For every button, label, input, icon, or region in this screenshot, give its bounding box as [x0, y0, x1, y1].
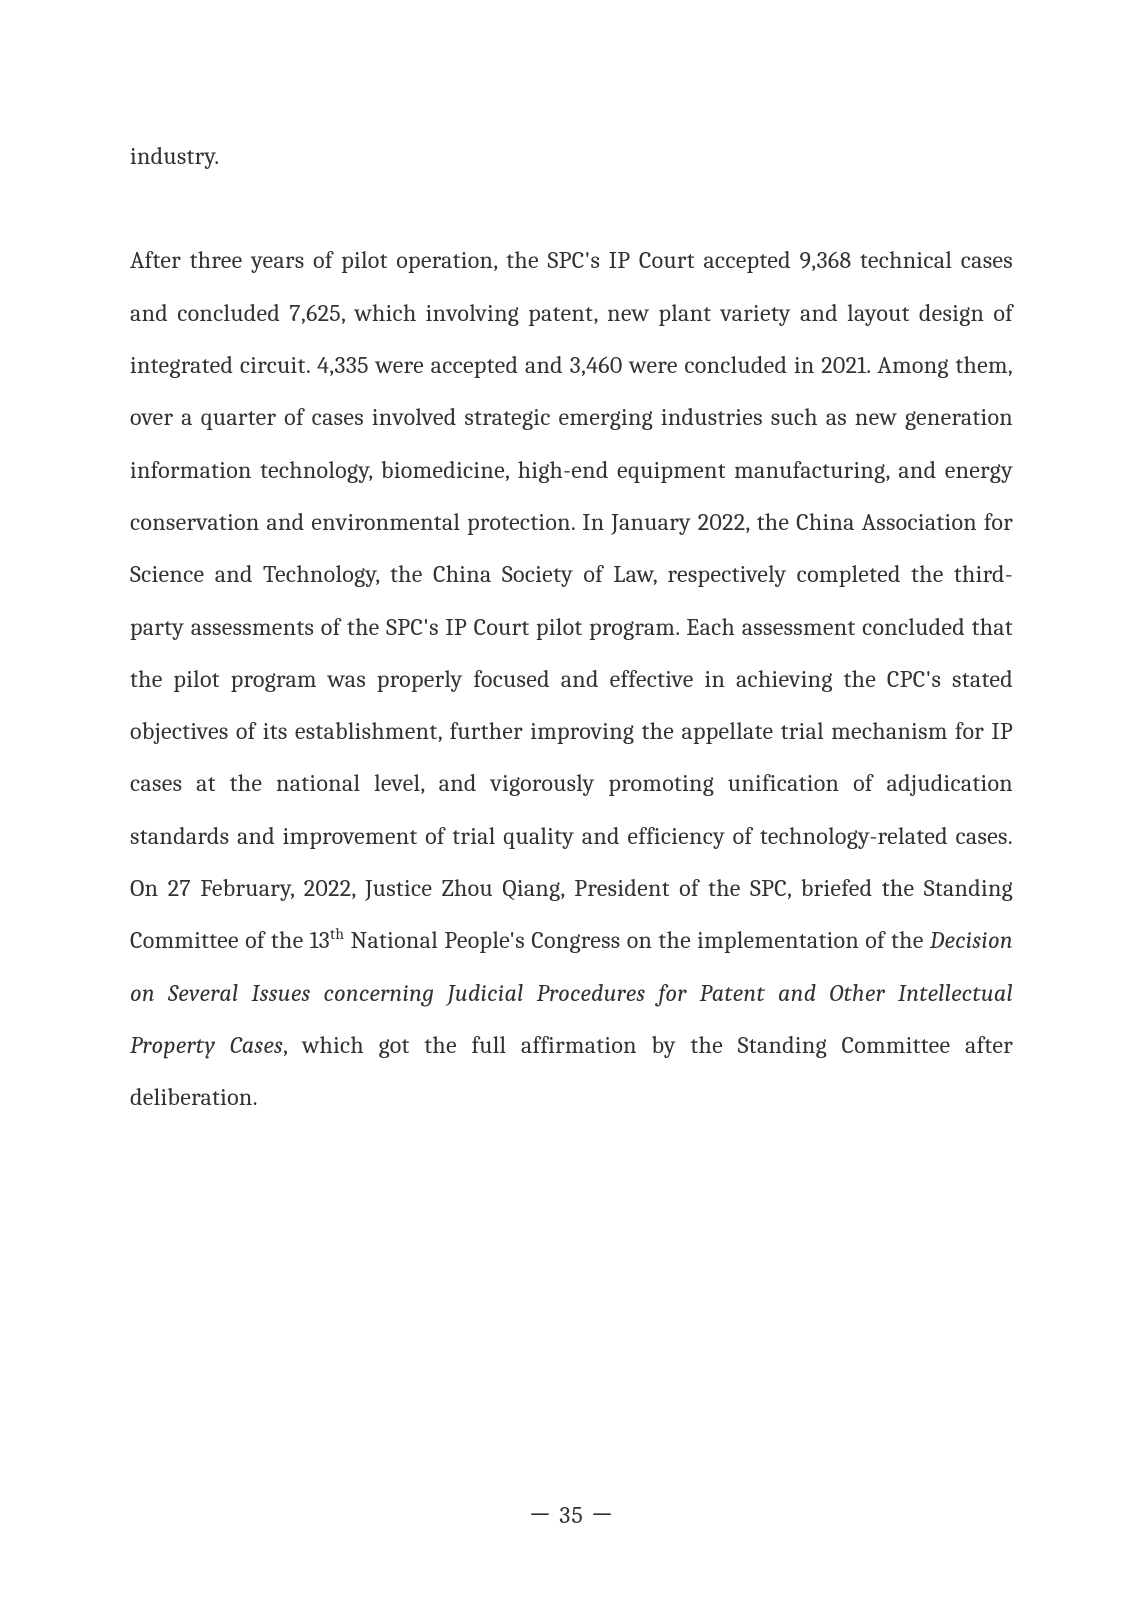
- ordinal-superscript: th: [330, 925, 344, 943]
- page-content: industry. After three years of pilot ope…: [130, 130, 1013, 1124]
- body-text-run: National People's Congress on the implem…: [344, 926, 929, 954]
- page-number: － 35 －: [0, 1495, 1143, 1530]
- paragraph-fragment: industry.: [130, 130, 1013, 182]
- paragraph-body: After three years of pilot operation, th…: [130, 234, 1013, 1123]
- body-text-run: After three years of pilot operation, th…: [130, 246, 1013, 954]
